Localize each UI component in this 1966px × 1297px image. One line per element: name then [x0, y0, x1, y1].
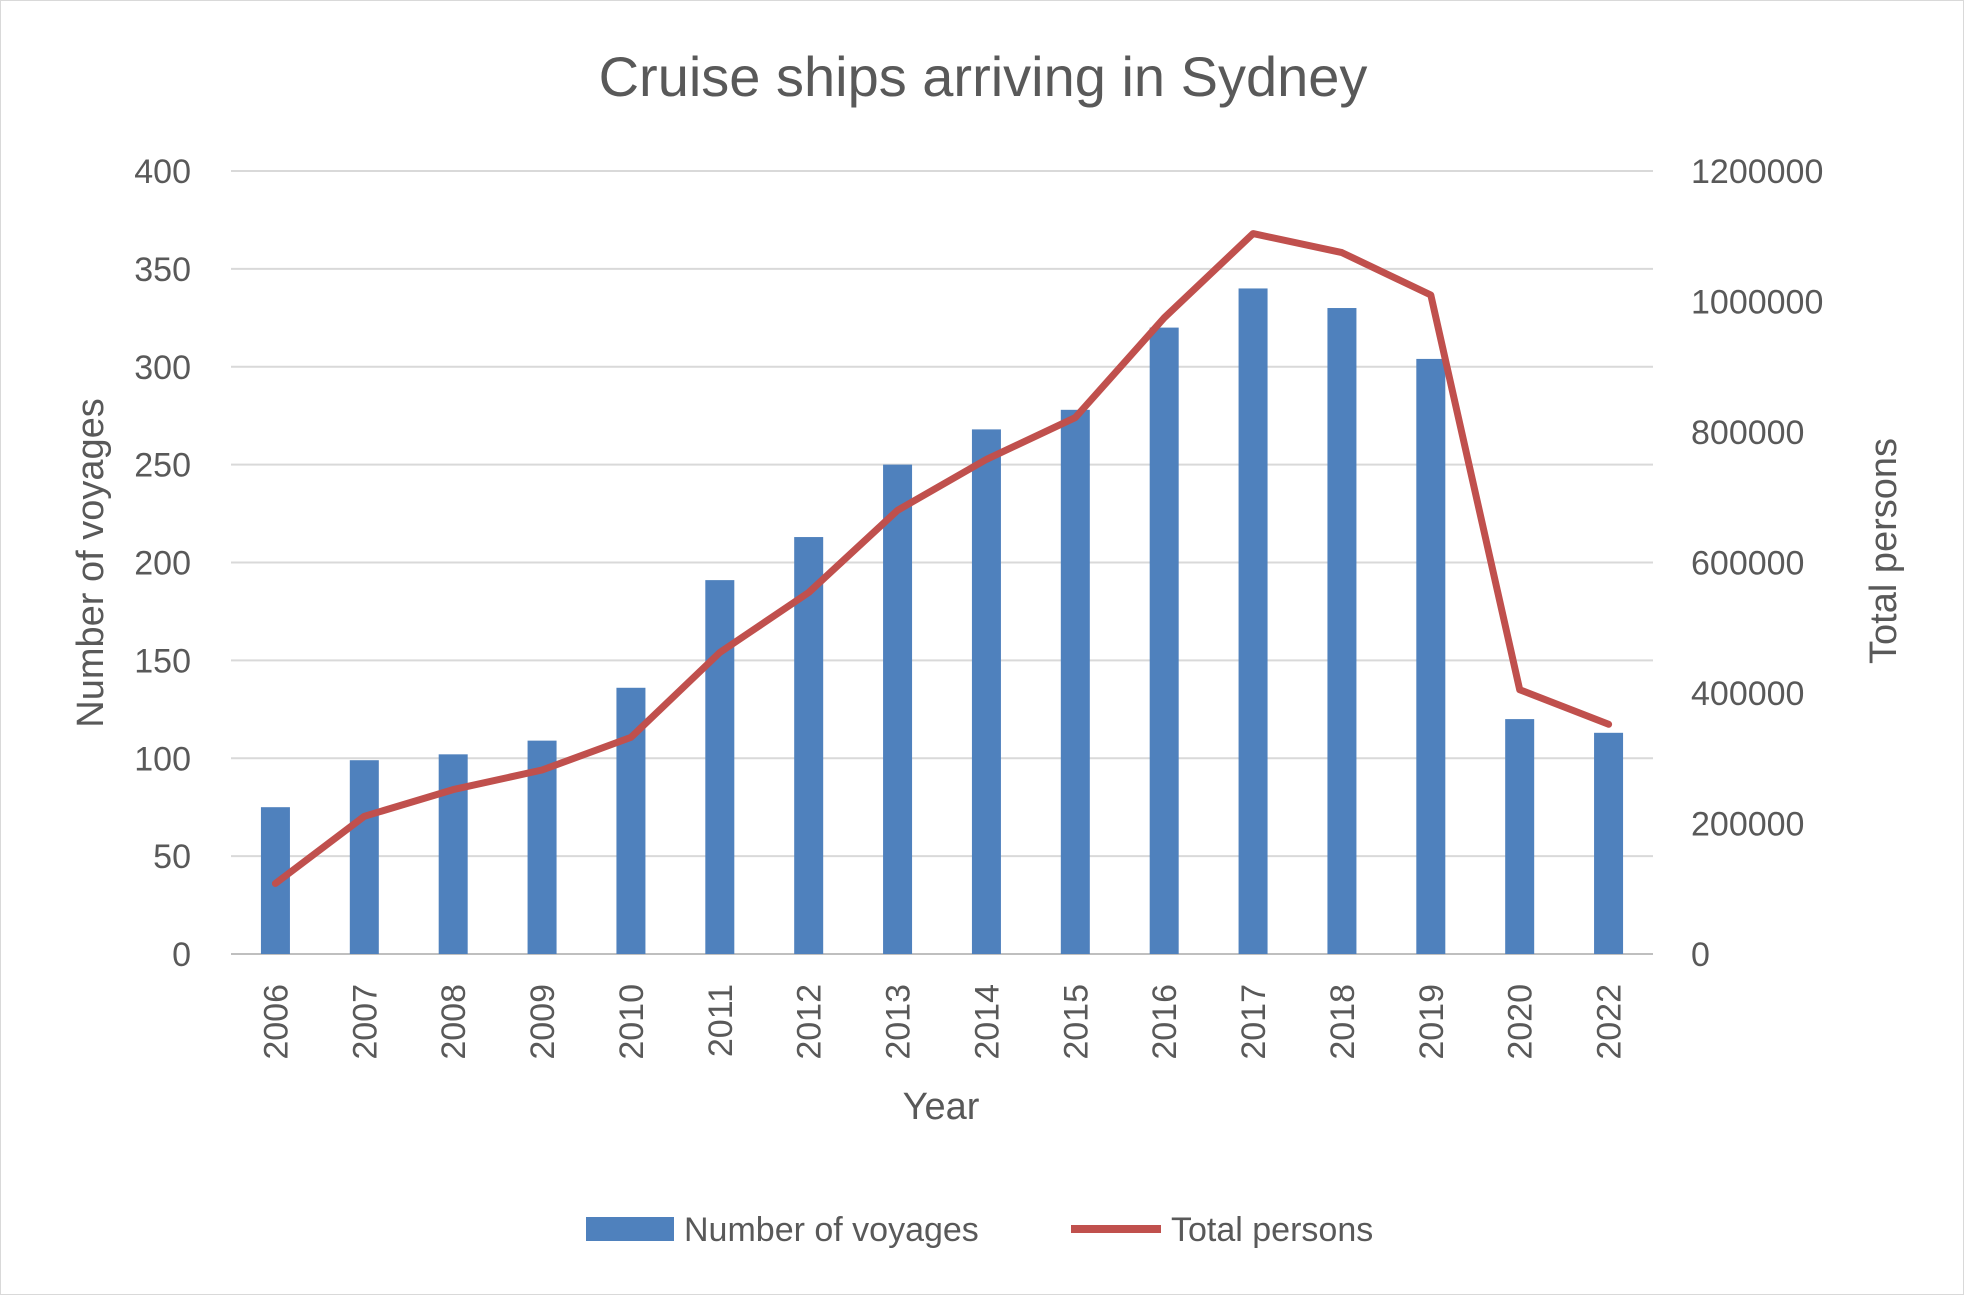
- right-axis-ticks: 0 200000 400000 600000 800000 1000000 1200000: [1691, 153, 1823, 974]
- bar-2016: [1149, 327, 1179, 955]
- y2-tick-label: 0: [1691, 936, 1710, 974]
- bar-2018: [1327, 308, 1357, 954]
- x-tick-label: 2014: [968, 984, 1006, 1060]
- x-tick-label: 2019: [1413, 984, 1451, 1060]
- total-persons-line: [271, 230, 1613, 887]
- x-tick-label: 2020: [1502, 984, 1540, 1060]
- x-tick-label: 2010: [613, 984, 651, 1060]
- y-tick-label: 50: [153, 838, 191, 876]
- bar-2014: [971, 429, 1001, 954]
- y-tick-label: 250: [134, 447, 191, 485]
- x-tick-label: 2012: [791, 984, 829, 1060]
- bar-2015: [1060, 409, 1090, 954]
- y2-tick-label: 1200000: [1691, 153, 1823, 191]
- y-tick-label: 400: [134, 153, 191, 191]
- bar-2007: [349, 760, 379, 954]
- y-tick-label: 350: [134, 251, 191, 289]
- line-series: [271, 230, 1613, 887]
- legend-label-persons: Total persons: [1171, 1211, 1373, 1249]
- x-tick-label: 2007: [346, 984, 384, 1060]
- bar-2011: [705, 580, 735, 954]
- x-tick-label: 2008: [435, 984, 473, 1060]
- x-tick-label: 2013: [880, 984, 918, 1060]
- y-tick-label: 300: [134, 349, 191, 387]
- x-tick-label: 2009: [524, 984, 562, 1060]
- y-tick-label: 200: [134, 545, 191, 583]
- bar-2019: [1416, 358, 1446, 954]
- y2-tick-label: 200000: [1691, 806, 1804, 844]
- x-axis-ticks: 2006 2007 2008 2009 2010 2011 2012 2013 2014 2015…: [257, 984, 1628, 1060]
- bar-2020: [1505, 719, 1535, 954]
- y-tick-label: 0: [172, 936, 191, 974]
- x-tick-label: 2011: [702, 984, 740, 1057]
- bar-series: [260, 288, 1624, 955]
- y2-tick-label: 400000: [1691, 675, 1804, 713]
- x-tick-label: 2015: [1057, 984, 1095, 1060]
- x-tick-label: 2017: [1235, 984, 1273, 1060]
- legend-label-voyages: Number of voyages: [684, 1211, 979, 1249]
- y-tick-label: 150: [134, 642, 191, 680]
- bar-2022: [1594, 732, 1624, 954]
- bar-2017: [1238, 288, 1268, 954]
- legend: Number of voyages Total persons: [586, 1211, 1373, 1249]
- x-tick-label: 2006: [257, 984, 295, 1060]
- y-tick-label: 100: [134, 740, 191, 778]
- legend-swatch-voyages: [586, 1217, 674, 1241]
- y2-axis-title: Total persons: [1863, 438, 1905, 664]
- x-axis-title: Year: [903, 1086, 980, 1128]
- chart-title: Cruise ships arriving in Sydney: [599, 45, 1368, 108]
- x-tick-label: 2022: [1591, 984, 1629, 1060]
- y-axis-title: Number of voyages: [70, 398, 112, 728]
- gridlines: [231, 170, 1653, 955]
- bar-2013: [883, 464, 913, 954]
- x-tick-label: 2016: [1146, 984, 1184, 1060]
- bar-2009: [527, 740, 557, 954]
- left-axis-ticks: 0 50 100 150 200 250 300 350 400: [134, 153, 191, 974]
- y2-tick-label: 1000000: [1691, 284, 1823, 322]
- y2-tick-label: 600000: [1691, 545, 1804, 583]
- bar-2012: [794, 537, 824, 954]
- x-tick-label: 2018: [1324, 984, 1362, 1060]
- y2-tick-label: 800000: [1691, 414, 1804, 452]
